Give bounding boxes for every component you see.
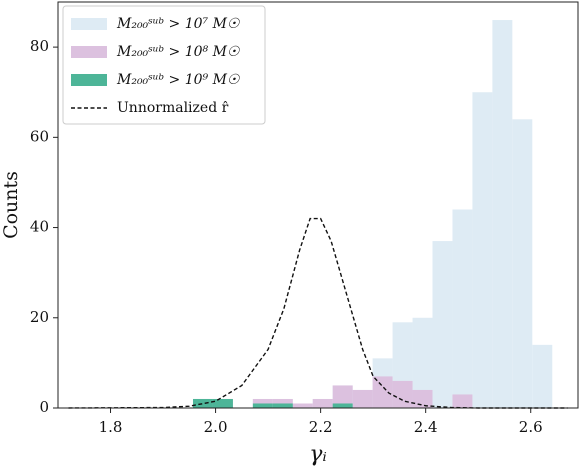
histogram-bar	[392, 380, 413, 408]
histogram-bar	[292, 403, 313, 408]
histogram-bar	[332, 385, 353, 408]
histogram-bar	[352, 389, 373, 408]
legend-label: M₂₀₀ˢᵘᵇ > 10⁹ M☉	[116, 72, 241, 88]
legend-box	[62, 5, 266, 125]
legend-swatch	[71, 46, 107, 58]
histogram-bar	[192, 398, 213, 408]
histogram-bar	[432, 241, 453, 408]
histogram-bar	[412, 389, 433, 408]
histogram-bar	[372, 376, 393, 408]
y-tick-label: 40	[30, 218, 49, 236]
histogram-bar	[532, 344, 553, 408]
legend-label: M₂₀₀ˢᵘᵇ > 10⁸ M☉	[116, 44, 241, 60]
x-tick-label: 2.0	[204, 418, 228, 436]
legend-swatch	[71, 18, 107, 30]
y-tick-label: 0	[39, 398, 49, 416]
y-tick-label: 80	[30, 37, 49, 55]
y-tick-label: 60	[30, 127, 49, 145]
y-axis-label: Counts	[0, 171, 22, 239]
x-tick-label: 2.4	[414, 418, 438, 436]
histogram-bar	[472, 92, 493, 408]
histogram-bar	[452, 209, 473, 408]
x-tick-label: 2.2	[309, 418, 333, 436]
histogram-bar	[452, 394, 473, 408]
histogram-bar	[212, 398, 233, 408]
histogram-bar	[312, 398, 333, 408]
histogram-bar	[412, 317, 433, 408]
legend-label: M₂₀₀ˢᵘᵇ > 10⁷ M☉	[116, 16, 241, 32]
histogram-bar	[332, 403, 353, 408]
histogram-bar	[492, 20, 513, 409]
x-axis-label: γᵢ	[309, 442, 327, 467]
histogram-bar	[512, 119, 533, 409]
histogram-bar	[252, 403, 273, 408]
histogram-bar	[272, 403, 293, 408]
x-tick-label: 2.6	[519, 418, 543, 436]
legend-label: Unnormalized r̂	[117, 100, 229, 116]
legend-swatch	[71, 74, 107, 86]
x-tick-label: 1.8	[99, 418, 123, 436]
plot-frame	[57, 1, 579, 409]
y-tick-label: 20	[30, 308, 49, 326]
curve-line	[68, 217, 568, 409]
